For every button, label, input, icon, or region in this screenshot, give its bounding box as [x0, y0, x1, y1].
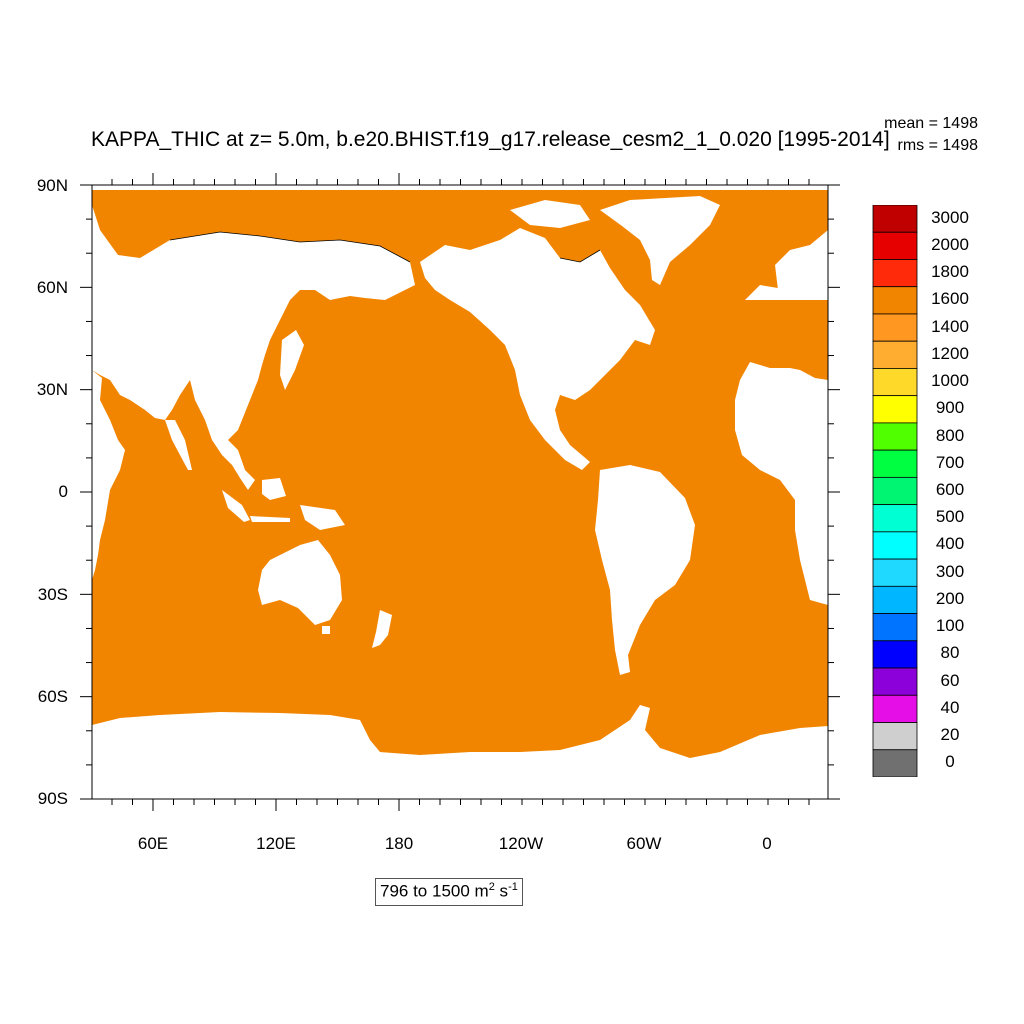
land-tasmania: [322, 626, 330, 634]
landmasses: [92, 185, 828, 799]
colorbar-label: 60: [940, 670, 960, 690]
colorbar-label: 1000: [931, 371, 969, 391]
colorbar-swatch: [872, 205, 918, 233]
land-new-zealand: [372, 610, 392, 648]
land-australia: [258, 540, 342, 625]
lat-label-90s: 90S: [37, 789, 68, 808]
colorbar-label: 200: [935, 588, 965, 608]
colorbar-swatch: [872, 694, 918, 723]
colorbar-swatch: [872, 368, 918, 397]
latitude-ticks: [80, 184, 840, 800]
range-label: 796 to 1500 m2 s-1: [375, 878, 523, 906]
land-se-asia: [212, 440, 255, 490]
colorbar-swatch: [872, 585, 918, 614]
colorbar-swatch: [872, 259, 918, 288]
lon-label-60e: 60E: [137, 834, 169, 853]
land-japan: [280, 330, 304, 390]
colorbar-label: 600: [935, 480, 965, 499]
colorbar-label: 2000: [931, 234, 969, 254]
range-unit-exp1: 2: [488, 881, 495, 893]
colorbar-swatch: [872, 422, 918, 451]
land-south-america: [595, 465, 695, 675]
land-scandinavia: [775, 230, 828, 292]
colorbar-label: 400: [935, 534, 965, 554]
colorbar-swatch: [872, 286, 918, 315]
lon-label-60w: 60W: [626, 834, 662, 853]
colorbar-swatch: [872, 640, 918, 669]
lat-label-30n: 30N: [36, 380, 68, 399]
colorbar-label: 80: [940, 643, 960, 663]
land-greenland: [600, 196, 720, 285]
colorbar-label: 1400: [931, 316, 969, 336]
land-eurasia: [92, 185, 415, 440]
colorbar-swatch: [872, 476, 918, 506]
colorbar-label: 800: [935, 425, 965, 445]
lon-label-120e: 120E: [256, 834, 296, 853]
lat-label-equator: 0: [58, 482, 68, 501]
mean-stat: mean = 1498: [884, 115, 978, 132]
colorbar-label: 900: [935, 398, 965, 418]
range-unit-mid: s: [494, 881, 509, 901]
land-java: [250, 516, 290, 522]
land-arctic-top: [92, 185, 828, 190]
land-europe-africa: [735, 240, 828, 605]
colorbar: [872, 205, 918, 777]
colorbar-swatch: [872, 449, 918, 478]
colorbar-label: 700: [935, 452, 965, 472]
colorbar-swatch: [872, 504, 918, 533]
colorbar-label: 1200: [931, 343, 969, 363]
colorbar-label: 20: [940, 725, 960, 745]
lat-label-60s: 60S: [37, 687, 68, 706]
colorbar-label: 1600: [931, 289, 969, 309]
range-unit-exp2: -1: [508, 881, 518, 893]
colorbar-swatch: [872, 613, 918, 642]
colorbar-swatch: [872, 231, 918, 260]
colorbar-swatch: [872, 395, 918, 424]
land-africa-east: [92, 370, 125, 580]
range-text: 796 to 1500 m: [380, 881, 489, 901]
colorbar-swatch: [872, 340, 918, 369]
colorbar-swatch: [872, 531, 918, 560]
lon-label-0: 0: [762, 834, 772, 853]
land-sumatra: [222, 490, 250, 522]
land-borneo: [262, 478, 286, 500]
colorbar-swatch: [872, 558, 918, 587]
lat-label-30s: 30S: [37, 585, 68, 604]
plot-title: KAPPA_THIC at z= 5.0m, b.e20.BHIST.f19_g…: [91, 128, 890, 151]
lat-label-90n: 90N: [36, 176, 68, 195]
land-north-america: [420, 228, 655, 470]
rms-stat: rms = 1498: [897, 137, 978, 154]
land-antarctica: [92, 705, 828, 799]
colorbar-label: 100: [935, 616, 965, 636]
colorbar-swatch: [872, 749, 918, 777]
longitude-ticks: [111, 173, 810, 811]
colorbar-label: 0: [945, 752, 955, 772]
colorbar-swatch: [872, 722, 918, 751]
colorbar-label: 40: [940, 697, 960, 717]
colorbar-label: 1800: [931, 262, 969, 282]
colorbar-label: 3000: [931, 207, 969, 227]
lat-label-60n: 60N: [36, 278, 68, 297]
colorbar-swatch: [872, 667, 918, 696]
contour-lines: [169, 231, 601, 263]
land-new-guinea: [300, 505, 345, 530]
lon-label-120w: 120W: [498, 834, 544, 853]
land-india: [165, 420, 192, 470]
lon-label-180: 180: [384, 834, 414, 853]
colorbar-label: 500: [935, 507, 965, 527]
colorbar-label: 300: [935, 561, 965, 581]
land-arctic-islands: [510, 200, 590, 228]
colorbar-swatch: [872, 313, 918, 342]
